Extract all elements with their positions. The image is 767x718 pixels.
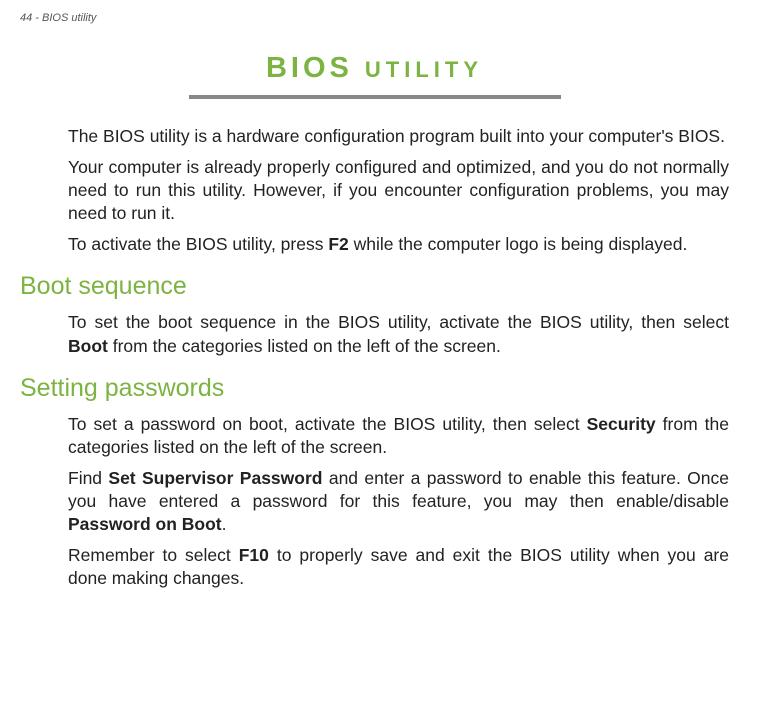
- f2-key: F2: [328, 234, 348, 254]
- text-span: from the categories listed on the left o…: [108, 336, 501, 356]
- boot-bold: Boot: [68, 336, 108, 356]
- intro-paragraph-1: The BIOS utility is a hardware configura…: [68, 125, 729, 148]
- page-title: BIOS UTILITY: [20, 52, 729, 85]
- title-underline: [189, 95, 561, 99]
- page-header: 44 - BIOS utility: [20, 12, 729, 24]
- password-on-boot-bold: Password on Boot: [68, 514, 222, 534]
- text-span: .: [222, 514, 227, 534]
- intro-paragraph-3: To activate the BIOS utility, press F2 w…: [68, 233, 729, 256]
- text-span: To set a password on boot, activate the …: [68, 414, 587, 434]
- passwords-paragraph-2: Find Set Supervisor Password and enter a…: [68, 467, 729, 536]
- boot-paragraph: To set the boot sequence in the BIOS uti…: [68, 311, 729, 357]
- text-span: To set the boot sequence in the BIOS uti…: [68, 312, 729, 332]
- f10-bold: F10: [239, 545, 269, 565]
- security-bold: Security: [587, 414, 656, 434]
- text-span: Remember to select: [68, 545, 239, 565]
- text-span: To activate the BIOS utility, press: [68, 234, 328, 254]
- section-heading-boot: Boot sequence: [20, 272, 729, 301]
- passwords-paragraph-3: Remember to select F10 to properly save …: [68, 544, 729, 590]
- intro-paragraph-2: Your computer is already properly config…: [68, 156, 729, 225]
- title-small: UTILITY: [365, 57, 483, 82]
- text-span: Find: [68, 468, 108, 488]
- title-big: BIOS: [266, 52, 353, 84]
- section-heading-passwords: Setting passwords: [20, 374, 729, 403]
- supervisor-bold: Set Supervisor Password: [108, 468, 322, 488]
- passwords-paragraph-1: To set a password on boot, activate the …: [68, 413, 729, 459]
- text-span: while the computer logo is being display…: [349, 234, 688, 254]
